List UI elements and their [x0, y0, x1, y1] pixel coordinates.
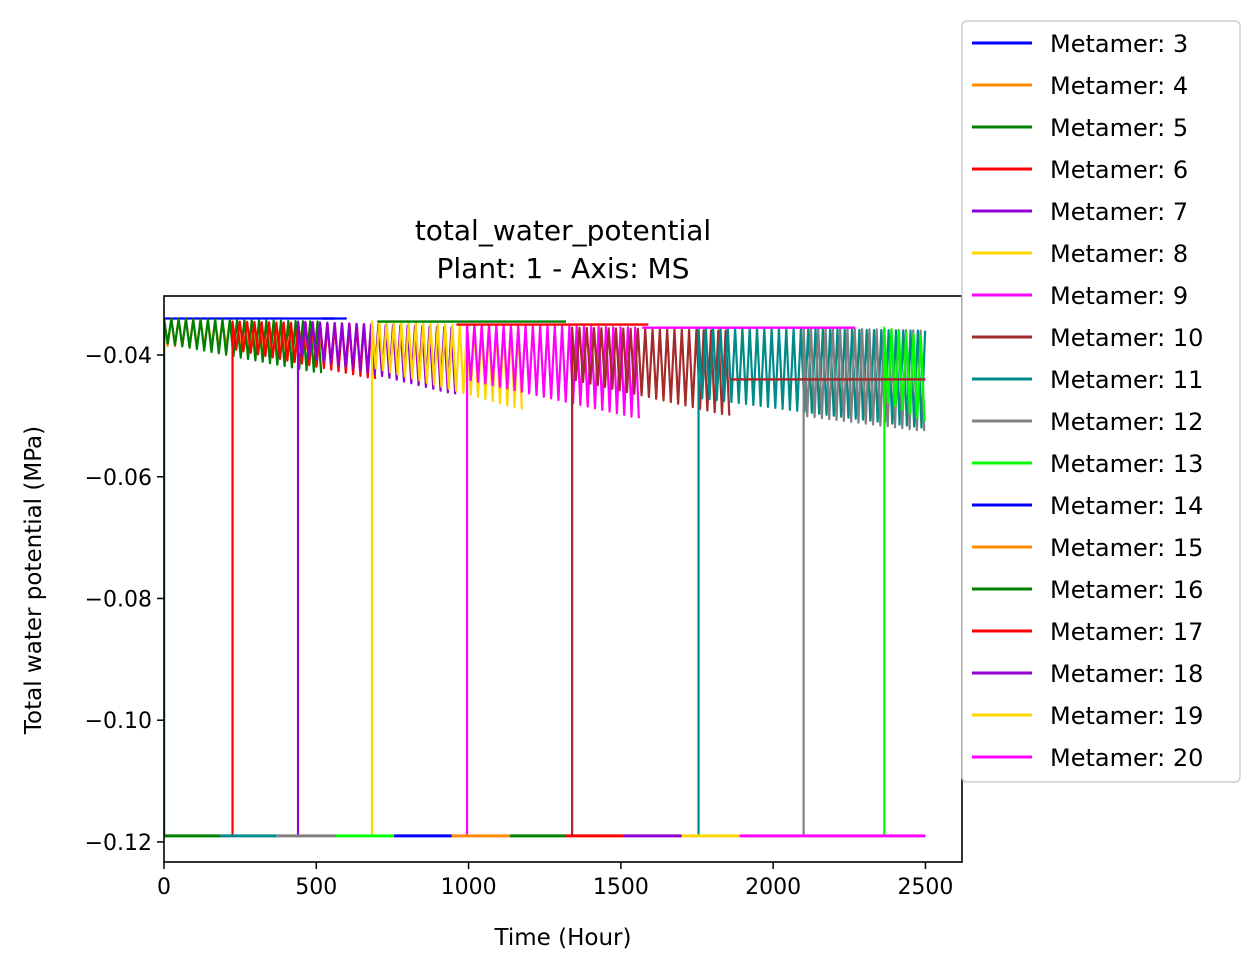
legend-label: Metamer: 20	[1050, 744, 1203, 772]
series-line-5	[164, 317, 323, 836]
y-tick-label: −0.06	[85, 466, 152, 491]
plot-area	[164, 317, 927, 838]
x-tick-label: 2500	[897, 875, 953, 900]
x-tick-label: 500	[295, 875, 337, 900]
legend-label: Metamer: 13	[1050, 450, 1203, 478]
legend-label: Metamer: 9	[1050, 282, 1188, 310]
chart-subtitle: Plant: 1 - Axis: MS	[437, 252, 690, 285]
y-axis-label: Total water potential (MPa)	[21, 426, 47, 735]
legend-label: Metamer: 16	[1050, 576, 1203, 604]
y-tick-label: −0.10	[85, 709, 152, 734]
x-tick-label: 1000	[441, 875, 497, 900]
series-line-9	[465, 323, 640, 836]
legend-label: Metamer: 15	[1050, 534, 1203, 562]
x-tick-label: 0	[157, 875, 171, 900]
y-tick-label: −0.12	[85, 831, 152, 856]
legend-label: Metamer: 12	[1050, 408, 1203, 436]
y-tick-label: −0.08	[85, 587, 152, 612]
series-line-3	[164, 317, 347, 836]
legend-label: Metamer: 19	[1050, 702, 1203, 730]
legend-label: Metamer: 4	[1050, 72, 1188, 100]
legend-label: Metamer: 6	[1050, 156, 1188, 184]
x-axis-label: Time (Hour)	[494, 925, 632, 951]
legend: Metamer: 3 Metamer: 4 Metamer: 5 Metamer: 6…	[961, 20, 1241, 783]
y-tick-label: −0.04	[85, 344, 152, 369]
legend-label: Metamer: 3	[1050, 30, 1188, 58]
chart-title: total_water_potential	[415, 214, 711, 247]
legend-label: Metamer: 8	[1050, 240, 1188, 268]
legend-label: Metamer: 7	[1050, 198, 1188, 226]
legend-label: Metamer: 10	[1050, 324, 1203, 352]
legend-label: Metamer: 11	[1050, 366, 1203, 394]
legend-label: Metamer: 17	[1050, 618, 1203, 646]
x-tick-label: 1500	[593, 875, 649, 900]
series-line-13	[883, 326, 926, 836]
x-tick-label: 2000	[745, 875, 801, 900]
series-line-10	[571, 326, 731, 836]
legend-label: Metamer: 18	[1050, 660, 1203, 688]
legend-label: Metamer: 14	[1050, 492, 1203, 520]
legend-label: Metamer: 5	[1050, 114, 1188, 142]
